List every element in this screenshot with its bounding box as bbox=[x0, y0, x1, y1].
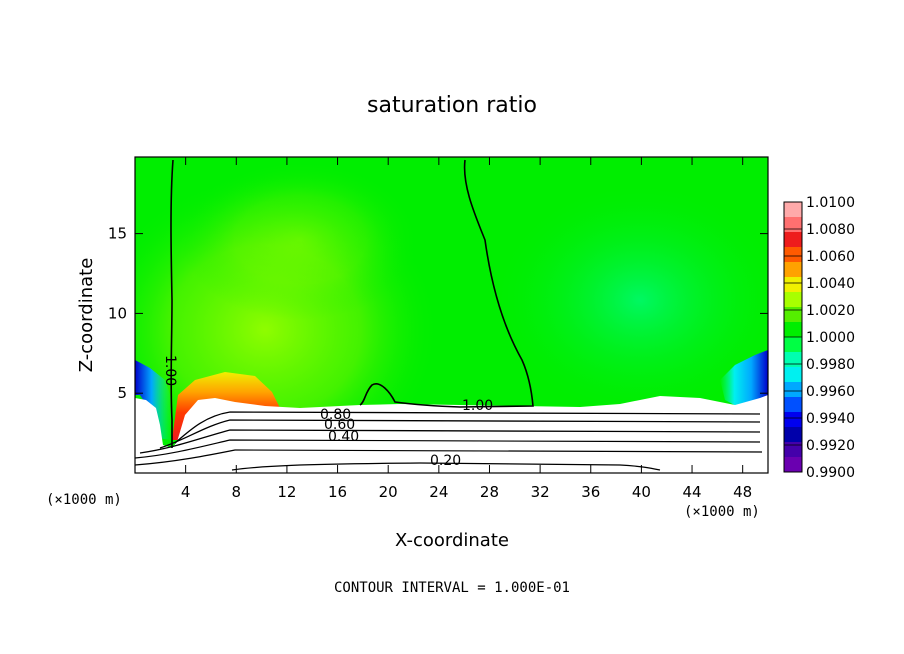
saturation-field bbox=[135, 157, 768, 473]
y-axis-ticks: 5 10 15 bbox=[108, 225, 768, 402]
colorbar-swatch bbox=[784, 247, 802, 263]
colorbar-label: 0.9900 bbox=[806, 465, 855, 481]
colorbar-label: 1.0100 bbox=[806, 195, 855, 211]
colorbar-label: 1.0040 bbox=[806, 276, 855, 292]
contour-label: 1.00 bbox=[462, 398, 493, 414]
field-terrain-mask bbox=[135, 395, 768, 473]
contour-0-30 bbox=[135, 439, 761, 459]
x-tick-label: 4 bbox=[181, 483, 191, 501]
contour-label: 0.60 bbox=[324, 417, 355, 433]
x-axis-title: X-coordinate bbox=[395, 530, 509, 551]
colorbar-swatch bbox=[784, 352, 802, 368]
contour-1-00-left bbox=[170, 159, 174, 448]
colorbar-swatch bbox=[784, 337, 802, 353]
x-tick-label: 28 bbox=[480, 483, 499, 501]
y-axis-unit: (×1000 m) bbox=[46, 492, 122, 508]
colorbar-label: 1.0060 bbox=[806, 249, 855, 265]
contour-label: 0.80 bbox=[320, 407, 351, 423]
colorbar-swatch bbox=[784, 367, 802, 383]
colorbar-label: 1.0000 bbox=[806, 330, 855, 346]
x-tick-label: 12 bbox=[277, 483, 296, 501]
contour-0-10 bbox=[231, 462, 661, 471]
colorbar-label: 1.0020 bbox=[806, 303, 855, 319]
field-blue-right bbox=[720, 350, 768, 408]
plot-frame bbox=[134, 156, 769, 474]
contour-label: 1.00 bbox=[162, 355, 178, 386]
contour-label: 0.20 bbox=[430, 453, 461, 469]
colorbar-label: 0.9960 bbox=[806, 384, 855, 400]
contour-0-80 bbox=[174, 411, 761, 444]
x-axis-unit: (×1000 m) bbox=[684, 504, 760, 520]
field-blue-left bbox=[135, 360, 172, 440]
colorbar-label: 0.9980 bbox=[806, 357, 855, 373]
colorbar-swatch bbox=[784, 382, 802, 398]
x-tick-label: 24 bbox=[429, 483, 448, 501]
colorbar-swatch bbox=[784, 442, 802, 458]
colorbar-swatch bbox=[784, 397, 802, 413]
y-tick-label: 15 bbox=[108, 225, 127, 243]
x-tick-label: 16 bbox=[328, 483, 347, 501]
colorbar-swatch bbox=[784, 427, 802, 443]
contour-0-60 bbox=[159, 419, 761, 449]
x-tick-label: 20 bbox=[379, 483, 398, 501]
colorbar-label: 0.9920 bbox=[806, 438, 855, 454]
x-tick-label: 48 bbox=[733, 483, 752, 501]
colorbar-swatch bbox=[784, 322, 802, 338]
contour-1-00-center bbox=[359, 159, 534, 408]
contour-labels: 1.00 1.00 0.80 0.60 0.40 0.20 bbox=[162, 355, 493, 469]
x-axis-ticks: 4 8 12 16 20 24 28 32 36 40 44 48 bbox=[181, 157, 752, 501]
contour-0-20 bbox=[135, 449, 763, 466]
colorbar-swatch bbox=[784, 457, 802, 473]
field-glow-right bbox=[490, 180, 768, 420]
x-tick-label: 8 bbox=[232, 483, 242, 501]
x-tick-label: 32 bbox=[531, 483, 550, 501]
colorbar-swatch bbox=[784, 277, 802, 293]
x-tick-label: 44 bbox=[682, 483, 701, 501]
y-tick-label: 5 bbox=[117, 384, 127, 402]
colorbar-swatch bbox=[784, 232, 802, 248]
contour-label: 0.40 bbox=[328, 429, 359, 445]
colorbar-swatch bbox=[784, 412, 802, 428]
field-glow-upper bbox=[180, 160, 420, 320]
colorbar-label: 0.9940 bbox=[806, 411, 855, 427]
colorbar-swatch bbox=[784, 307, 802, 323]
contour-interval-note: CONTOUR INTERVAL = 1.000E-01 bbox=[334, 580, 570, 596]
colorbar-swatch bbox=[784, 292, 802, 308]
field-red-band bbox=[172, 372, 280, 440]
x-tick-label: 36 bbox=[581, 483, 600, 501]
colorbar-label: 1.0080 bbox=[806, 222, 855, 238]
colorbar: 1.0100 1.0080 1.0060 1.0040 1.0020 1.0000 0.99… bbox=[783, 195, 855, 481]
colorbar-swatch bbox=[784, 217, 802, 233]
contour-0-40 bbox=[139, 429, 761, 454]
colorbar-swatch bbox=[784, 202, 802, 218]
chart-title: saturation ratio bbox=[367, 93, 537, 118]
x-tick-label: 40 bbox=[632, 483, 651, 501]
colorbar-swatch bbox=[784, 262, 802, 278]
y-tick-label: 10 bbox=[108, 304, 127, 322]
y-axis-title: Z-coordinate bbox=[76, 258, 97, 373]
